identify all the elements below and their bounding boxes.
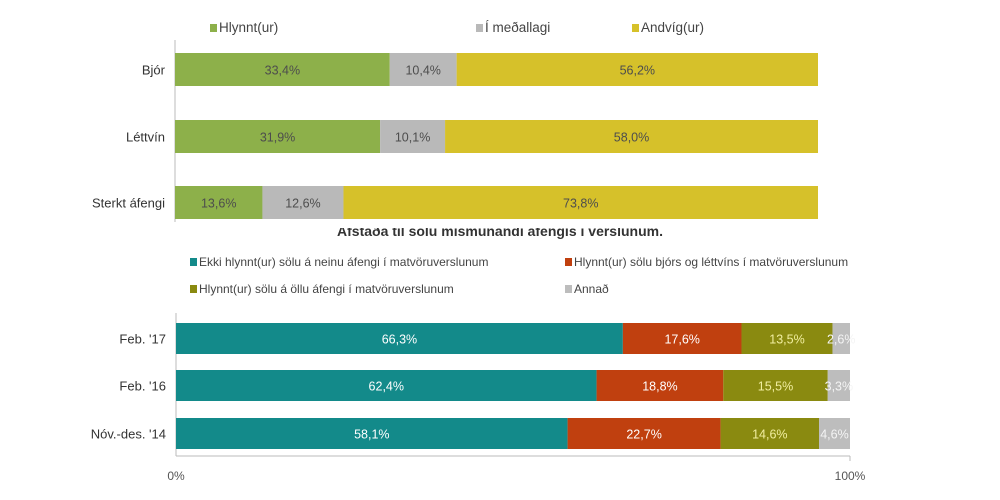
bar-segment [827,370,850,401]
legend-swatch [190,258,197,266]
legend-label: Annað [574,282,609,296]
bar-segment [262,186,344,219]
x-tick-label: 0% [167,469,185,483]
title-group: Afstaða til sölu mismunandi áfengis í ve… [337,223,663,239]
x-tick-label: 100% [835,469,866,483]
legend-swatch [190,285,197,293]
bar-segment [175,186,263,219]
category-label: Nóv.-des. '14 [91,427,166,442]
data-label: 58,0% [614,131,649,145]
bar-segment [343,186,818,219]
data-label: 62,4% [369,380,404,394]
data-label: 12,6% [285,197,320,211]
legend-label: Hlynnt(ur) sölu á öllu áfengi í matvöruv… [199,282,454,296]
category-label: Feb. '17 [119,332,166,347]
bar-segment [389,53,457,86]
data-label: 3,3% [825,380,854,394]
legend-label: Andvíg(ur) [641,20,704,35]
data-label: 56,2% [620,64,655,78]
legend-swatch [476,24,483,32]
data-label: 31,9% [260,131,295,145]
bar-segment [741,323,833,354]
bar-segment [176,323,623,354]
category-label: Bjór [142,63,166,78]
chart-title: Afstaða til sölu mismunandi áfengis í ve… [337,223,663,239]
legend-label: Hlynnt(ur) sölu bjórs og léttvíns í matv… [574,255,848,269]
category-label: Feb. '16 [119,379,166,394]
data-label: 13,6% [201,197,236,211]
legend-label: Ekki hlynnt(ur) sölu á neinu áfengi í ma… [199,255,488,269]
bar-segment [456,53,818,86]
category-label: Sterkt áfengi [92,196,165,211]
data-label: 14,6% [752,428,787,442]
legend-swatch [565,258,572,266]
bar-segment [567,418,721,449]
data-label: 10,1% [395,131,430,145]
bar-segment [175,120,381,153]
data-label: 66,3% [382,333,417,347]
legend-label: Í meðallagi [485,20,550,35]
data-label: 73,8% [563,197,598,211]
bar-segment [596,370,724,401]
bar-segment [176,418,568,449]
bar-segment [380,120,446,153]
bar-segment [176,370,597,401]
data-label: 58,1% [354,428,389,442]
data-label: 17,6% [664,333,699,347]
data-label: 18,8% [642,380,677,394]
legend-swatch [565,285,572,293]
data-label: 4,6% [820,428,849,442]
data-label: 33,4% [265,64,300,78]
legend-swatch [210,24,217,32]
legend-label: Hlynnt(ur) [219,20,278,35]
data-label: 10,4% [405,64,440,78]
data-label: 2,6% [827,333,856,347]
bar-segment [832,323,850,354]
bar-segment [445,120,818,153]
legend-swatch [632,24,639,32]
data-label: 13,5% [769,333,804,347]
data-label: 15,5% [758,380,793,394]
bar-segment [720,418,819,449]
bar-segment [818,418,850,449]
bar-segment [175,53,390,86]
category-label: Léttvín [126,130,165,145]
bar-segment [723,370,828,401]
bar-segment [622,323,742,354]
data-label: 22,7% [626,428,661,442]
